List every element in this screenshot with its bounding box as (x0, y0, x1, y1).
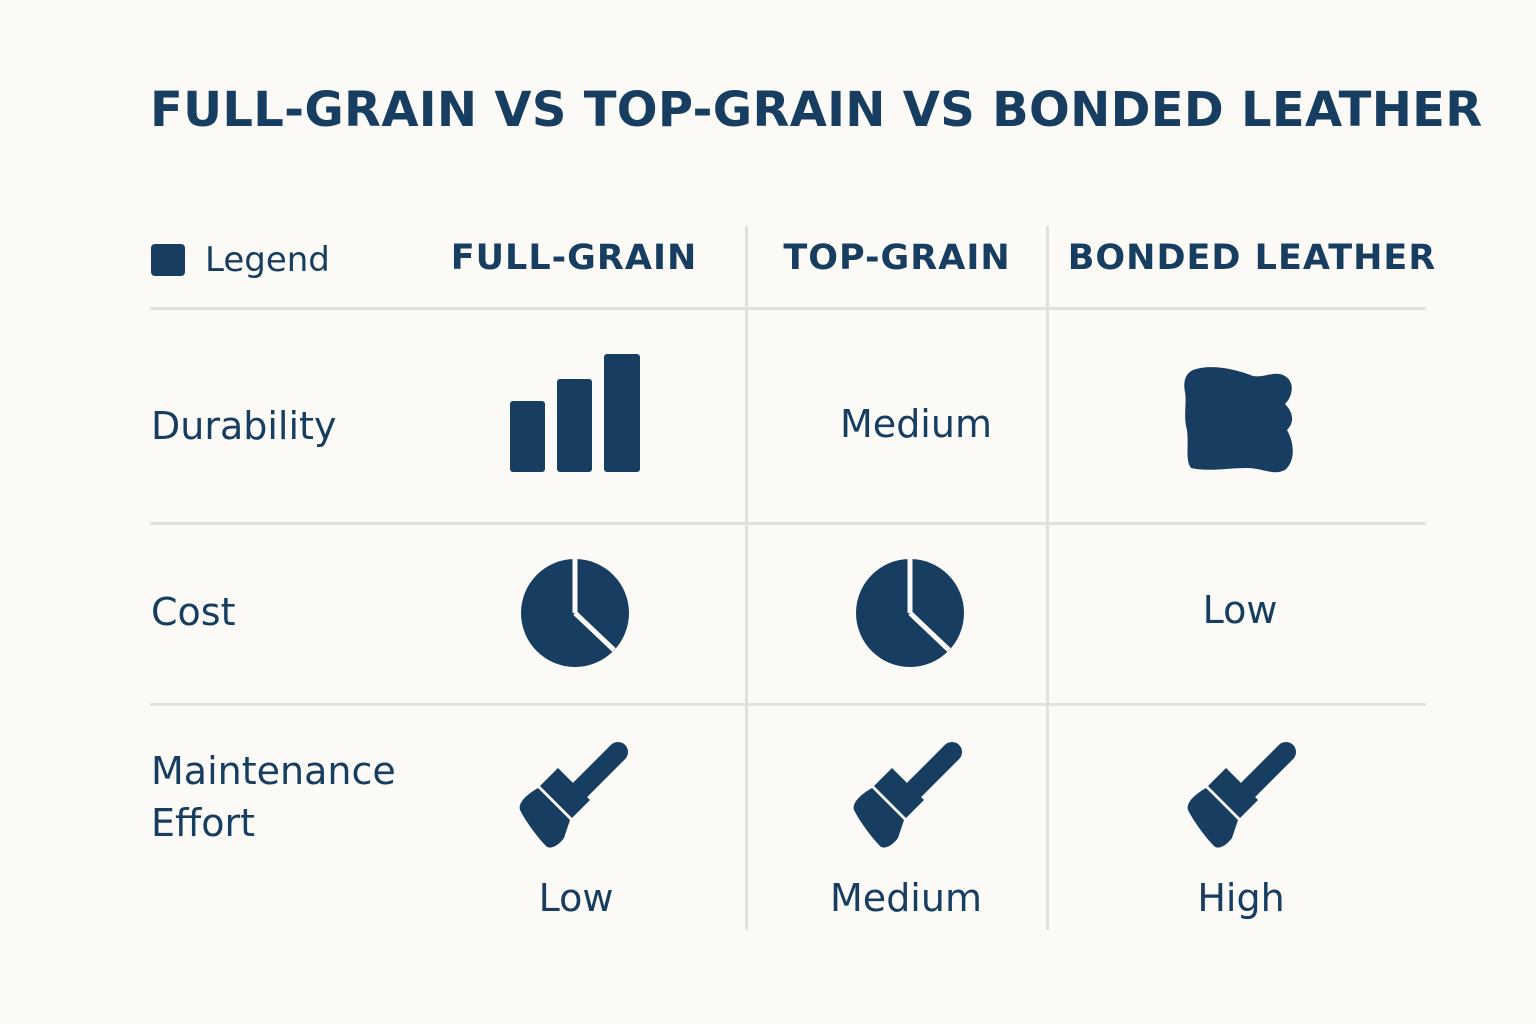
legend-label: Legend (205, 240, 330, 280)
leather-hide-icon (1181, 364, 1299, 476)
bar-chart-icon (510, 354, 642, 474)
grid-line-col-2 (1046, 226, 1049, 930)
row-label-line-1: Maintenance (151, 749, 396, 793)
page-title: FULL-GRAIN VS TOP-GRAIN VS BONDED LEATHE… (150, 82, 1483, 138)
brush-icon (1184, 740, 1300, 852)
row-label-line-2: Effort (151, 801, 255, 845)
cost-bonded-value: Low (1202, 588, 1278, 632)
row-label-durability: Durability (151, 404, 337, 448)
column-header-top-grain: TOP-GRAIN (783, 238, 1011, 278)
row-label-maintenance-effort: Maintenance Effort (151, 745, 396, 849)
legend: Legend (151, 240, 330, 280)
durability-top-grain-value: Medium (840, 402, 992, 446)
maintenance-full-grain-value: Low (538, 876, 614, 920)
grid-line-row-1 (150, 522, 1426, 525)
grid-line-col-1 (745, 226, 748, 930)
column-header-bonded-leather: BONDED LEATHER (1067, 238, 1437, 278)
grid-line-header (150, 307, 1426, 310)
grid-line-row-2 (150, 703, 1426, 706)
brush-icon (516, 740, 632, 852)
legend-swatch-icon (151, 244, 185, 276)
maintenance-top-grain-value: Medium (830, 876, 982, 920)
row-label-cost: Cost (151, 590, 236, 634)
brush-icon (850, 740, 966, 852)
pie-chart-icon (520, 558, 630, 668)
maintenance-bonded-value: High (1197, 876, 1285, 920)
pie-chart-icon (855, 558, 965, 668)
column-header-full-grain: FULL-GRAIN (450, 238, 698, 278)
